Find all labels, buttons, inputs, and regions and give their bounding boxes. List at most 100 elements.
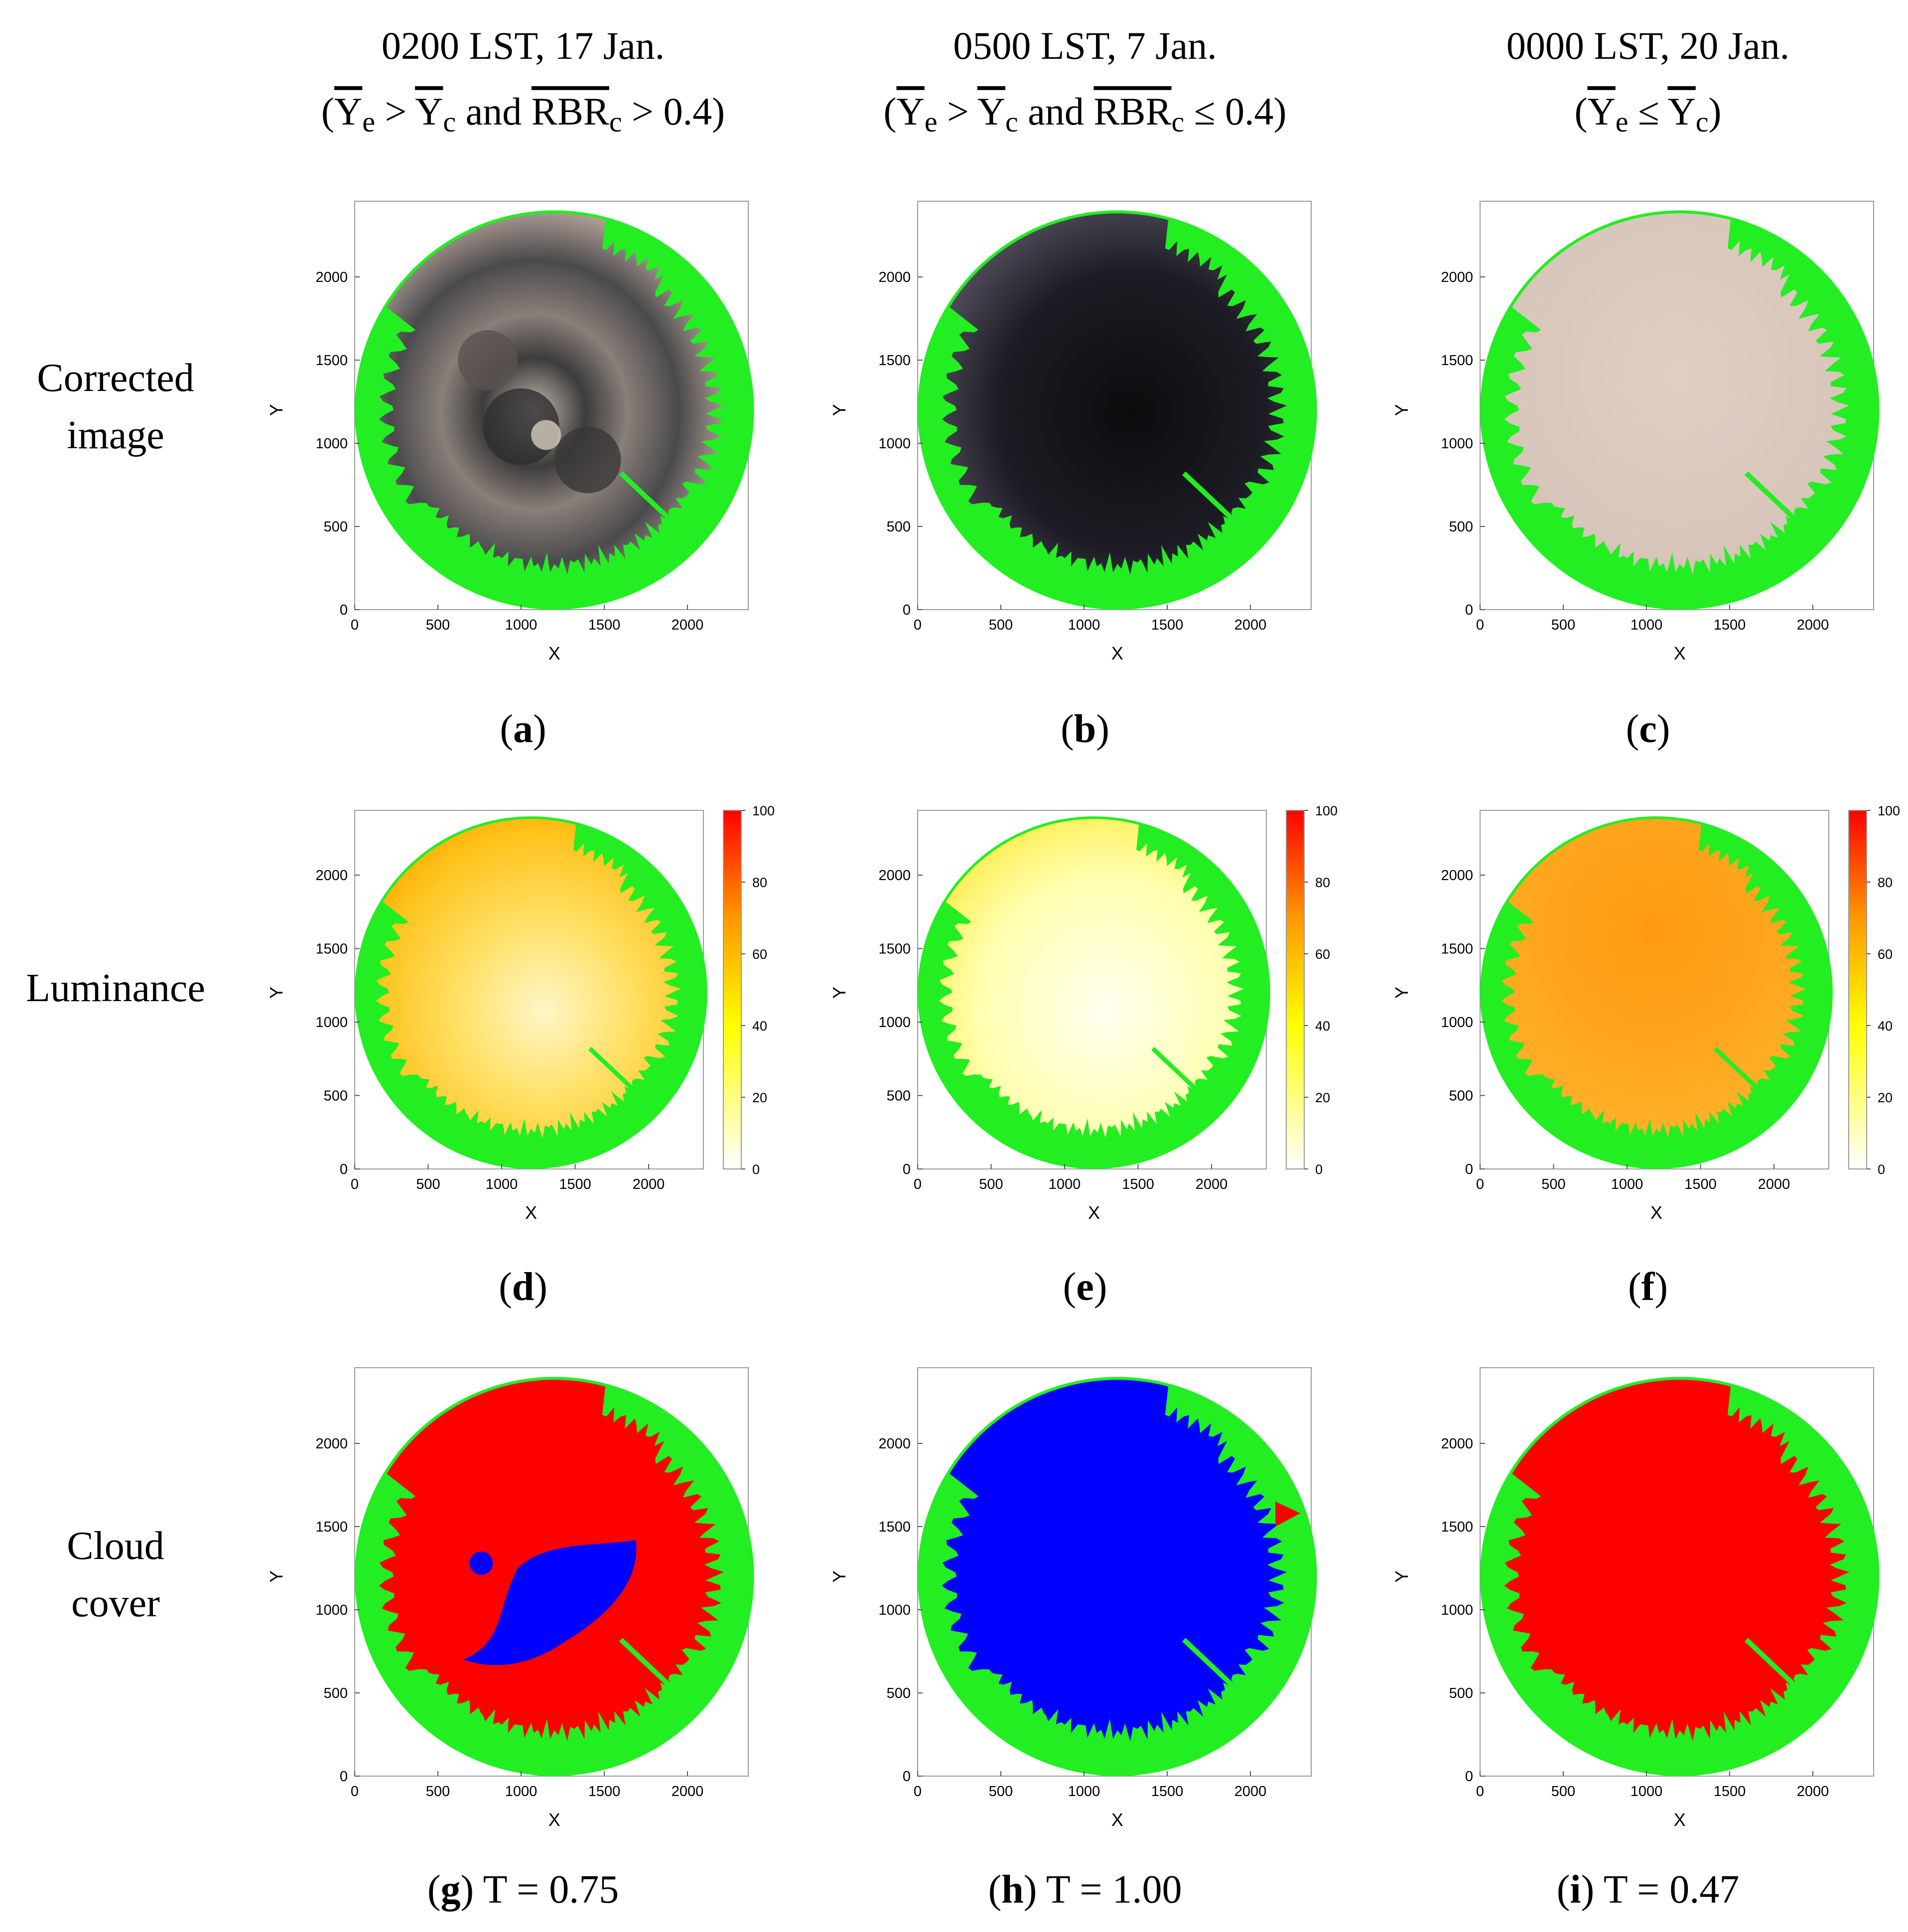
x-tick-label: 2000 (1797, 617, 1829, 633)
cloud-mask (942, 1380, 1287, 1741)
y-tick-label: 500 (324, 1088, 348, 1104)
x-axis-label: X (548, 1809, 560, 1830)
y-tick-label: 2000 (878, 269, 911, 285)
colorbar-tick-label: 60 (1878, 947, 1893, 962)
x-tick-label: 0 (914, 1176, 922, 1192)
colorbar-tick-label: 80 (752, 875, 767, 890)
colorbar-tick-label: 40 (1878, 1019, 1893, 1033)
y-axis-label: Y (829, 1570, 849, 1582)
y-axis-label: Y (266, 1570, 286, 1582)
colorbar-tick-label: 20 (1878, 1090, 1893, 1105)
y-tick-label: 1000 (315, 436, 348, 452)
panel-label: (f) (1628, 1265, 1668, 1309)
colorbar-tick-label: 20 (1315, 1090, 1330, 1105)
colorbar-tick-label: 0 (752, 1162, 760, 1177)
mast-obstruction (1744, 1638, 1805, 1695)
mast-obstruction (619, 1638, 680, 1695)
y-tick-label: 1500 (315, 941, 348, 957)
panel-f: 0 500 1000 1500 2000 0 500 1000 1500 2000 X Y 0 20 40 6… (1391, 803, 1900, 1309)
column-header-time: 0200 LST, 17 Jan. (382, 24, 665, 67)
y-tick-label: 0 (903, 1769, 911, 1785)
x-axis-label: X (1674, 1809, 1686, 1830)
mast-obstruction (1151, 1046, 1205, 1097)
y-tick-label: 1500 (1441, 941, 1473, 957)
colorbar-tick-label: 60 (1315, 947, 1330, 962)
y-tick-label: 0 (340, 1769, 348, 1785)
y-tick-label: 1500 (315, 353, 348, 369)
y-axis-label: Y (1391, 1570, 1412, 1582)
column-header-condition: (Ye > Yc and RBRc > 0.4) (321, 90, 725, 138)
panel-label: (e) (1063, 1265, 1107, 1309)
mast-obstruction (1744, 471, 1805, 528)
y-tick-label: 1500 (878, 941, 911, 957)
column-header-condition: (Ye ≤ Yc) (1574, 90, 1721, 138)
row-label: Corrected (37, 356, 194, 400)
luminance-map (1501, 819, 1806, 1138)
y-tick-label: 1500 (1441, 1519, 1473, 1535)
x-axis-label: X (1650, 1202, 1662, 1223)
colorbar (1848, 810, 1867, 1169)
panel-label: (g) T = 0.75 (427, 1868, 619, 1912)
x-tick-label: 1000 (505, 1784, 538, 1800)
y-tick-label: 500 (887, 1088, 911, 1104)
y-axis-label: Y (829, 987, 849, 999)
x-tick-label: 500 (1551, 1784, 1575, 1800)
x-tick-label: 1000 (505, 617, 538, 633)
x-tick-label: 1000 (1611, 1176, 1643, 1192)
panel-label: (a) (500, 707, 546, 751)
x-tick-label: 1000 (1049, 1176, 1081, 1192)
cloud-texture (458, 330, 518, 390)
colorbar-tick-label: 100 (752, 803, 775, 818)
x-tick-label: 2000 (1758, 1176, 1790, 1192)
sky-image (942, 213, 1287, 575)
x-tick-label: 500 (1541, 1176, 1565, 1192)
cloud-region (1275, 1501, 1301, 1527)
panel-h: 0 500 1000 1500 2000 0 500 1000 1500 2000 X Y (h) T … (829, 1367, 1317, 1912)
x-tick-label: 500 (1551, 617, 1575, 633)
colorbar (1286, 810, 1305, 1169)
y-tick-label: 500 (1449, 1685, 1473, 1701)
luminance-map (939, 819, 1244, 1138)
mast-obstruction (588, 1046, 642, 1097)
y-tick-label: 1500 (878, 353, 911, 369)
y-axis-label: Y (829, 404, 849, 416)
y-tick-label: 2000 (315, 269, 348, 285)
x-tick-label: 2000 (1234, 617, 1267, 633)
x-tick-label: 2000 (1196, 1176, 1228, 1192)
x-tick-label: 500 (426, 617, 450, 633)
mast-obstruction (1182, 471, 1242, 528)
y-tick-label: 2000 (315, 1436, 348, 1452)
y-tick-label: 2000 (315, 868, 348, 884)
x-tick-label: 1500 (588, 1784, 621, 1800)
y-tick-label: 500 (324, 1685, 348, 1701)
y-axis-label: Y (266, 987, 286, 999)
x-tick-label: 1500 (1122, 1176, 1154, 1192)
colorbar-tick-label: 0 (1315, 1162, 1323, 1177)
clear-sky-region (463, 1540, 637, 1666)
colorbar-tick-label: 100 (1878, 803, 1900, 818)
column-header-time: 0000 LST, 20 Jan. (1506, 24, 1789, 67)
colorbar-tick-label: 0 (1878, 1162, 1885, 1177)
y-tick-label: 1000 (1441, 1015, 1473, 1030)
y-tick-label: 0 (1465, 1769, 1473, 1785)
x-tick-label: 2000 (1797, 1784, 1829, 1800)
x-tick-label: 1500 (1151, 1784, 1184, 1800)
x-tick-label: 500 (416, 1176, 440, 1192)
x-tick-label: 0 (351, 617, 359, 633)
panel-e: 0 500 1000 1500 2000 0 500 1000 1500 2000 X Y 0 20 40 6… (829, 803, 1338, 1309)
y-tick-label: 2000 (1441, 868, 1473, 884)
row-label: cover (71, 1581, 160, 1625)
x-tick-label: 0 (351, 1784, 359, 1800)
panel-g: 0 500 1000 1500 2000 0 500 1000 1500 2000 X Y (g) T … (266, 1367, 754, 1912)
x-tick-label: 2000 (1234, 1784, 1267, 1800)
x-tick-label: 1000 (486, 1176, 518, 1192)
colorbar-tick-label: 40 (752, 1019, 767, 1033)
column-header-time: 0500 LST, 7 Jan. (953, 24, 1217, 67)
column-header-condition: (Ye > Yc and RBRc ≤ 0.4) (883, 90, 1286, 138)
row-label: image (67, 413, 164, 457)
row-label: Cloud (67, 1524, 164, 1568)
x-tick-label: 1500 (588, 617, 621, 633)
y-axis-label: Y (1391, 404, 1412, 416)
x-tick-label: 2000 (633, 1176, 665, 1192)
y-tick-label: 1000 (1441, 1602, 1473, 1618)
